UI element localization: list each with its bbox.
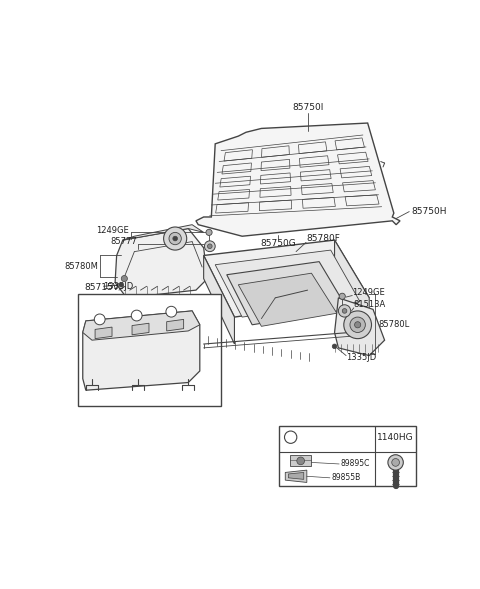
Text: 85715V: 85715V — [84, 283, 119, 293]
Polygon shape — [335, 240, 369, 325]
Polygon shape — [290, 455, 312, 466]
Polygon shape — [204, 256, 234, 344]
Text: 81513A: 81513A — [354, 300, 386, 309]
Circle shape — [94, 314, 105, 325]
Circle shape — [339, 293, 345, 299]
Polygon shape — [261, 173, 290, 184]
Text: 85777: 85777 — [110, 237, 137, 246]
Circle shape — [166, 306, 177, 317]
Polygon shape — [83, 311, 200, 340]
Circle shape — [355, 322, 361, 328]
Text: 85780F: 85780F — [306, 234, 340, 243]
Polygon shape — [335, 138, 364, 150]
Text: 89855B: 89855B — [332, 474, 361, 482]
Polygon shape — [224, 150, 252, 161]
Text: 85750I: 85750I — [292, 103, 324, 112]
Polygon shape — [345, 195, 379, 206]
Circle shape — [332, 344, 337, 349]
Text: a: a — [169, 307, 174, 316]
Circle shape — [338, 305, 351, 317]
Polygon shape — [261, 160, 290, 171]
Polygon shape — [335, 298, 384, 356]
Polygon shape — [95, 327, 112, 339]
Circle shape — [344, 311, 372, 339]
Polygon shape — [220, 176, 251, 187]
Text: a: a — [134, 311, 139, 320]
Polygon shape — [301, 184, 333, 194]
Text: 89895C: 89895C — [341, 459, 370, 468]
Circle shape — [131, 310, 142, 321]
Text: 1249GE: 1249GE — [96, 226, 129, 234]
Text: 85750H: 85750H — [411, 207, 447, 216]
Circle shape — [173, 236, 178, 241]
Polygon shape — [259, 200, 292, 211]
Polygon shape — [343, 181, 375, 192]
Polygon shape — [337, 152, 368, 164]
Polygon shape — [167, 319, 184, 331]
Polygon shape — [285, 470, 307, 482]
Polygon shape — [302, 197, 336, 209]
Circle shape — [285, 431, 297, 444]
Polygon shape — [262, 146, 289, 157]
Text: a: a — [97, 315, 102, 324]
Text: 1140HG: 1140HG — [377, 433, 414, 442]
Polygon shape — [204, 240, 369, 317]
Polygon shape — [300, 170, 331, 181]
Circle shape — [207, 244, 212, 249]
Text: 1249GE: 1249GE — [352, 288, 385, 297]
Circle shape — [388, 455, 403, 470]
Polygon shape — [222, 163, 252, 174]
Polygon shape — [288, 472, 304, 479]
Text: a: a — [288, 433, 293, 442]
Polygon shape — [216, 203, 249, 213]
Polygon shape — [115, 229, 207, 298]
Text: 85750G: 85750G — [261, 239, 296, 247]
Polygon shape — [340, 167, 372, 178]
Text: 85780L: 85780L — [378, 319, 410, 329]
Text: 1335JD: 1335JD — [346, 353, 376, 362]
Circle shape — [206, 229, 212, 236]
Polygon shape — [300, 155, 329, 167]
Bar — [279, 426, 416, 487]
Polygon shape — [227, 262, 348, 325]
Polygon shape — [132, 323, 149, 335]
Polygon shape — [260, 187, 291, 197]
Circle shape — [342, 309, 347, 313]
Polygon shape — [196, 123, 400, 236]
Polygon shape — [299, 142, 327, 154]
Circle shape — [121, 276, 127, 282]
Polygon shape — [123, 224, 204, 240]
Polygon shape — [83, 311, 200, 391]
Circle shape — [350, 317, 365, 332]
Polygon shape — [215, 250, 360, 317]
Text: 85780M: 85780M — [64, 262, 98, 271]
Bar — [78, 294, 221, 406]
Circle shape — [119, 283, 123, 287]
Circle shape — [392, 459, 399, 466]
Circle shape — [164, 227, 187, 250]
Polygon shape — [218, 190, 250, 200]
Text: 1335JD: 1335JD — [104, 282, 134, 291]
Circle shape — [204, 241, 215, 252]
Circle shape — [297, 457, 304, 465]
Circle shape — [169, 233, 181, 244]
Polygon shape — [238, 273, 337, 326]
